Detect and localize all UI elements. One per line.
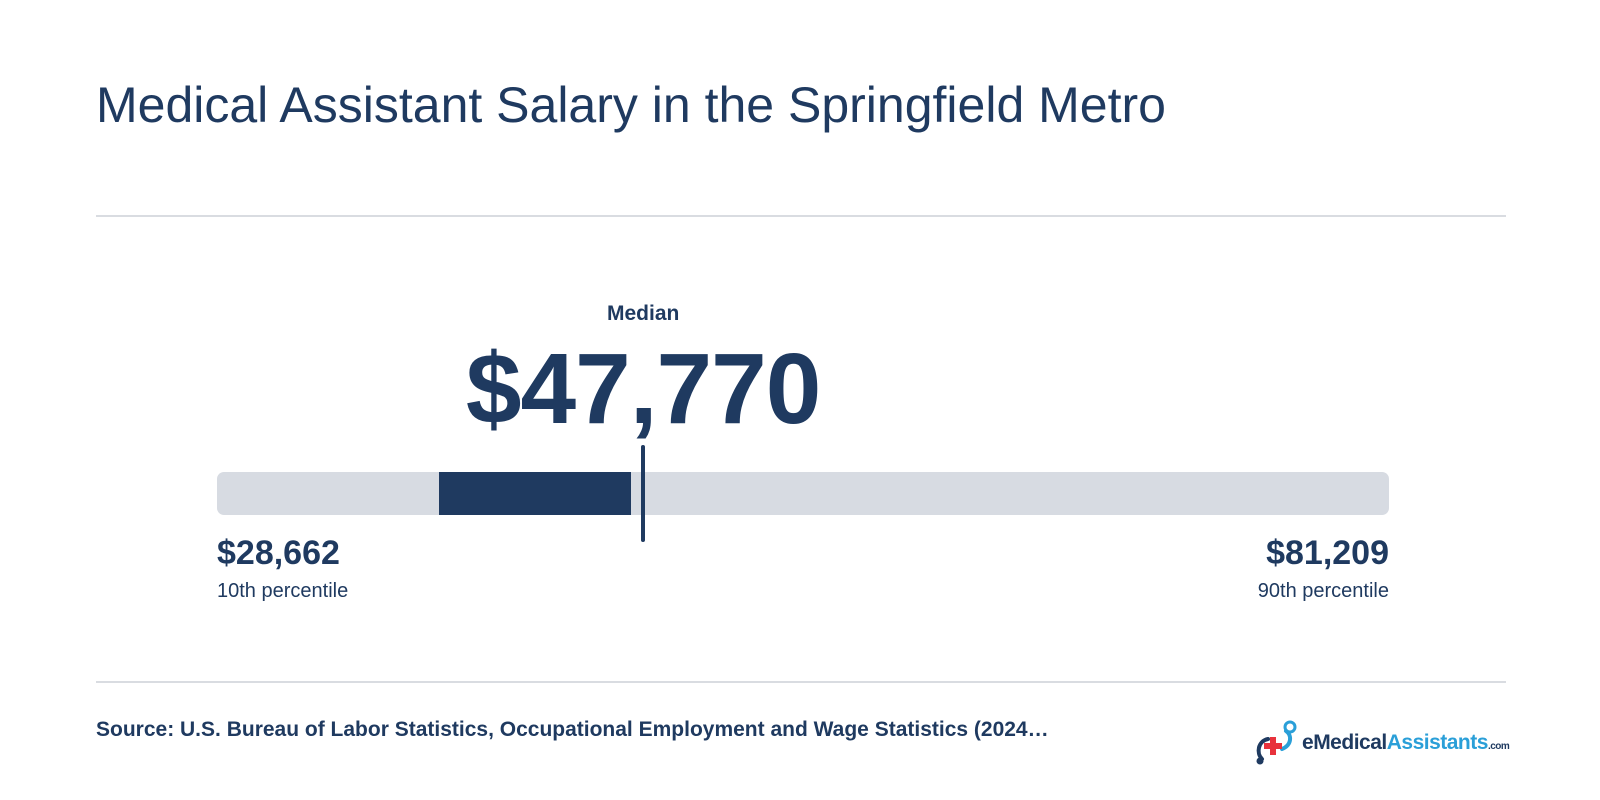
site-logo[interactable]: eMedicalAssistants.com xyxy=(1252,718,1510,768)
middle-range-bar xyxy=(438,472,631,515)
median-value: $47,770 xyxy=(465,333,821,445)
p90-label: 90th percentile xyxy=(1257,580,1389,602)
source-citation: Source: U.S. Bureau of Labor Statistics,… xyxy=(96,718,1049,741)
salary-range-track xyxy=(217,472,1389,515)
medical-cross-logo-icon xyxy=(1256,720,1297,765)
logo-wordmark: eMedicalAssistants.com xyxy=(1302,731,1510,754)
p10-label: 10th percentile xyxy=(217,580,349,602)
median-label: Median xyxy=(607,302,680,325)
p90-value: $81,209 xyxy=(1266,534,1389,572)
bottom-divider xyxy=(96,681,1506,683)
median-marker xyxy=(641,445,646,542)
p10-value: $28,662 xyxy=(217,534,340,572)
top-divider xyxy=(96,215,1506,217)
page-title: Medical Assistant Salary in the Springfi… xyxy=(96,77,1166,133)
